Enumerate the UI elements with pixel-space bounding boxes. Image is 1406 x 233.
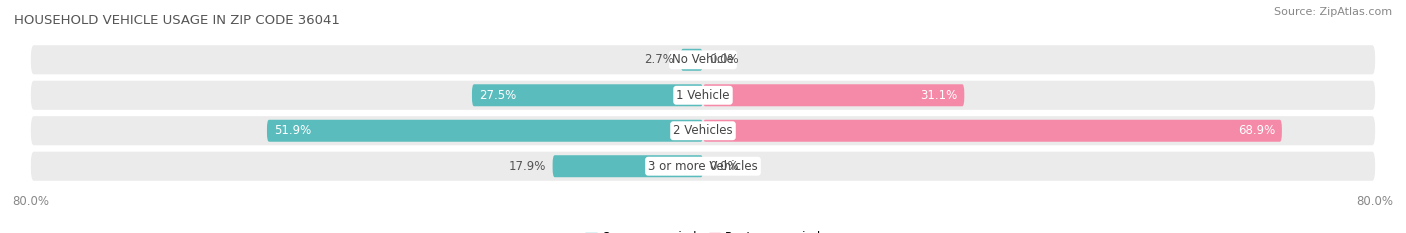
Text: 68.9%: 68.9% bbox=[1237, 124, 1275, 137]
Text: No Vehicle: No Vehicle bbox=[672, 53, 734, 66]
FancyBboxPatch shape bbox=[31, 152, 1375, 181]
Text: HOUSEHOLD VEHICLE USAGE IN ZIP CODE 36041: HOUSEHOLD VEHICLE USAGE IN ZIP CODE 3604… bbox=[14, 14, 340, 27]
FancyBboxPatch shape bbox=[703, 120, 1282, 142]
FancyBboxPatch shape bbox=[681, 49, 703, 71]
Text: 31.1%: 31.1% bbox=[921, 89, 957, 102]
Text: 0.0%: 0.0% bbox=[710, 160, 740, 173]
Text: 2.7%: 2.7% bbox=[644, 53, 673, 66]
Text: 17.9%: 17.9% bbox=[509, 160, 546, 173]
FancyBboxPatch shape bbox=[31, 45, 1375, 74]
Text: 51.9%: 51.9% bbox=[274, 124, 311, 137]
FancyBboxPatch shape bbox=[703, 84, 965, 106]
FancyBboxPatch shape bbox=[267, 120, 703, 142]
Text: 2 Vehicles: 2 Vehicles bbox=[673, 124, 733, 137]
Text: 27.5%: 27.5% bbox=[478, 89, 516, 102]
Legend: Owner-occupied, Renter-occupied: Owner-occupied, Renter-occupied bbox=[585, 231, 821, 233]
Text: 1 Vehicle: 1 Vehicle bbox=[676, 89, 730, 102]
Text: 3 or more Vehicles: 3 or more Vehicles bbox=[648, 160, 758, 173]
FancyBboxPatch shape bbox=[31, 116, 1375, 145]
FancyBboxPatch shape bbox=[31, 81, 1375, 110]
FancyBboxPatch shape bbox=[472, 84, 703, 106]
FancyBboxPatch shape bbox=[553, 155, 703, 177]
Text: Source: ZipAtlas.com: Source: ZipAtlas.com bbox=[1274, 7, 1392, 17]
Text: 0.0%: 0.0% bbox=[710, 53, 740, 66]
